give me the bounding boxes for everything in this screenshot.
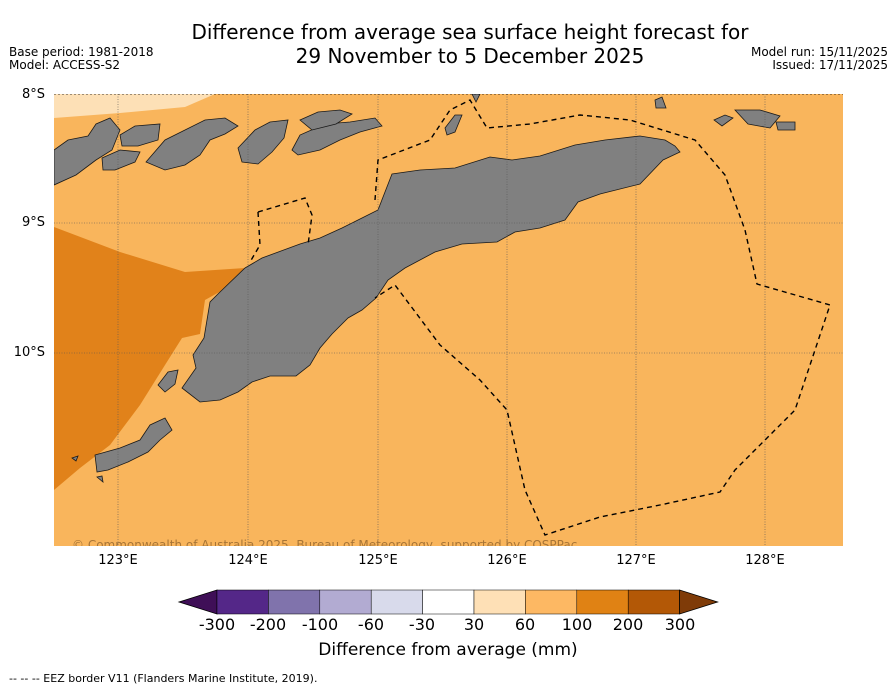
colorbar-label: Difference from average (mm) (318, 640, 578, 660)
colorbar-extend-low (177, 589, 218, 615)
sea-anomaly-100-200 (54, 227, 245, 490)
island-lembata (145, 117, 239, 171)
island-small-1 (444, 114, 463, 136)
cbar-tick-2: -100 (301, 615, 339, 634)
flores-island (54, 117, 121, 186)
timor-island (181, 135, 681, 403)
island-small-2 (654, 96, 667, 109)
sea-anomaly-30-60 (54, 94, 215, 118)
lat-label-10s: 10°S (13, 345, 45, 360)
cbar-tick-0: -300 (198, 615, 236, 634)
map-title: Difference from average sea surface heig… (0, 20, 896, 68)
base-info: Base period: 1981-2018 Model: ACCESS-S2 (9, 46, 154, 72)
colorbar-segment (216, 589, 269, 615)
cbar-tick-3: -60 (357, 615, 385, 634)
title-line-2: 29 November to 5 December 2025 (295, 44, 645, 68)
island-ndao (71, 455, 79, 462)
colorbar-extend-high (679, 589, 719, 615)
lon-label-124e: 124°E (228, 553, 268, 568)
island-adonara (101, 149, 141, 171)
model-run: Model run: 15/11/2025 (750, 45, 888, 59)
grid-lines (54, 94, 843, 546)
colorbar-segment (370, 589, 423, 615)
colorbar-segment (525, 589, 578, 615)
colorbar-segment (473, 589, 526, 615)
cbar-tick-1: -200 (249, 615, 287, 634)
eez-border-east (374, 99, 831, 536)
copyright-text: © Commonwealth of Australia 2025, Bureau… (72, 538, 577, 552)
eez-note: -- -- -- EEZ border V11 (Flanders Marine… (9, 672, 318, 685)
base-period: Base period: 1981-2018 (9, 45, 154, 59)
cbar-tick-4: -30 (408, 615, 436, 634)
colorbar-segment (627, 589, 680, 615)
island-small-5 (775, 121, 796, 131)
colorbar-segment (319, 589, 372, 615)
lon-label-125e: 125°E (358, 553, 398, 568)
lon-label-126e: 126°E (487, 553, 527, 568)
lon-label-128e: 128°E (745, 553, 785, 568)
lon-label-127e: 127°E (616, 553, 656, 568)
island-atauro (299, 109, 353, 131)
lat-label-9s: 9°S (21, 215, 45, 230)
model-name: Model: ACCESS-S2 (9, 58, 121, 72)
lon-label-123e: 123°E (98, 553, 138, 568)
cbar-tick-5: 30 (463, 615, 485, 634)
lat-label-8s: 8°S (21, 87, 45, 102)
cbar-tick-8: 200 (612, 615, 644, 634)
island-small-s (96, 475, 104, 483)
island-pantar (237, 119, 289, 165)
issued-date: Issued: 17/11/2025 (772, 58, 888, 72)
run-info: Model run: 15/11/2025 Issued: 17/11/2025 (751, 46, 888, 72)
title-line-1: Difference from average sea surface heig… (191, 20, 749, 44)
island-small-6 (471, 94, 481, 103)
cbar-tick-9: 300 (664, 615, 696, 634)
cbar-tick-7: 100 (561, 615, 593, 634)
rote-island (94, 417, 173, 473)
island-solor (119, 123, 161, 147)
colorbar-segment (576, 589, 629, 615)
semau-island (157, 369, 179, 393)
cbar-tick-6: 60 (514, 615, 536, 634)
colorbar-segment (422, 589, 475, 615)
eez-border-oecusse (249, 197, 313, 263)
island-small-4 (734, 109, 781, 129)
colorbar-segment (268, 589, 321, 615)
island-small-3 (713, 114, 734, 127)
